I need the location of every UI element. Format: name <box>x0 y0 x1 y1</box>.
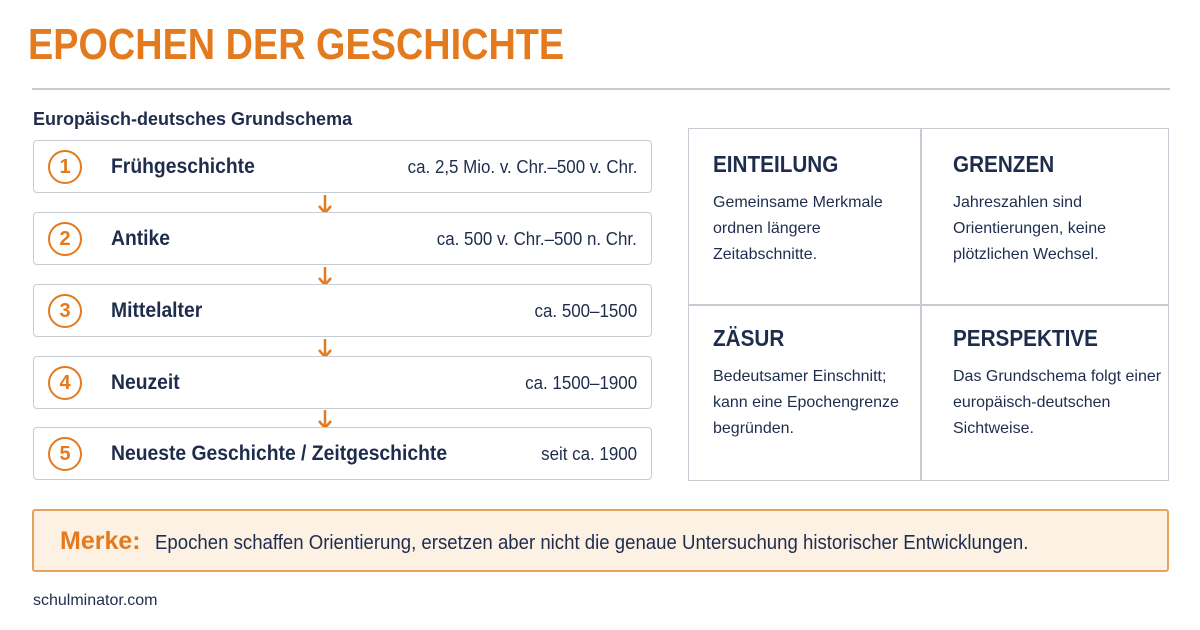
concept-cell-zaesur: ZÄSUR Bedeutsamer Einschnitt; kann eine … <box>713 325 943 442</box>
schema-subtitle: Europäisch-deutsches Grundschema <box>33 109 353 129</box>
concept-text: Das Grundschema folgt einer europäisch-d… <box>953 368 1162 437</box>
title-divider <box>32 88 1170 90</box>
epoch-date: seit ca. 1900 <box>541 444 637 464</box>
concept-cell-perspektive: PERSPEKTIVE Das Grundschema folgt einer … <box>953 325 1183 442</box>
epoch-number-badge: 1 <box>48 150 82 184</box>
concept-cell-grenzen: GRENZEN Jahreszahlen sind Orientierungen… <box>953 151 1183 268</box>
epoch-name: Neueste Geschichte / Zeitgeschichte <box>111 442 448 465</box>
epoch-name: Mittelalter <box>111 299 203 322</box>
page-title: EPOCHEN DER GESCHICHTE <box>28 20 565 69</box>
epoch-number-badge: 3 <box>48 294 82 328</box>
epoch-box-4: 4 Neuzeit ca. 1500–1900 <box>33 356 652 409</box>
source-footer: schulminator.com <box>33 592 158 609</box>
concept-grid: EINTEILUNG Gemeinsame Merkmale ordnen lä… <box>688 128 1169 481</box>
epoch-name: Antike <box>111 227 171 250</box>
note-text: Epochen schaffen Orientierung, ersetzen … <box>155 532 1029 554</box>
concept-cell-einteilung: EINTEILUNG Gemeinsame Merkmale ordnen lä… <box>713 151 943 268</box>
note-label: Merke: <box>60 527 141 555</box>
note-box: Merke: Epochen schaffen Orientierung, er… <box>32 509 1169 572</box>
epoch-number-badge: 2 <box>48 222 82 256</box>
concept-text: Gemeinsame Merkmale ordnen längere Zeita… <box>713 194 883 263</box>
epoch-date: ca. 2,5 Mio. v. Chr.–500 v. Chr. <box>407 157 637 177</box>
epoch-number-badge: 4 <box>48 366 82 400</box>
concept-heading: GRENZEN <box>953 151 1055 177</box>
concept-text: Bedeutsamer Einschnitt; kann eine Epoche… <box>713 368 899 437</box>
concept-heading: PERSPEKTIVE <box>953 325 1098 351</box>
concept-text: Jahreszahlen sind Orientierungen, keine … <box>953 194 1106 263</box>
epoch-box-1: 1 Frühgeschichte ca. 2,5 Mio. v. Chr.–50… <box>33 140 652 193</box>
epoch-date: ca. 500–1500 <box>534 301 637 321</box>
concept-heading: EINTEILUNG <box>713 151 839 177</box>
concept-heading: ZÄSUR <box>713 325 785 351</box>
epoch-date: ca. 1500–1900 <box>525 373 637 393</box>
epoch-box-5: 5 Neueste Geschichte / Zeitgeschichte se… <box>33 427 652 480</box>
epoch-box-3: 3 Mittelalter ca. 500–1500 <box>33 284 652 337</box>
epoch-box-2: 2 Antike ca. 500 v. Chr.–500 n. Chr. <box>33 212 652 265</box>
epoch-number-badge: 5 <box>48 437 82 471</box>
epoch-date: ca. 500 v. Chr.–500 n. Chr. <box>436 229 637 249</box>
epoch-name: Frühgeschichte <box>111 155 255 178</box>
grid-divider-horizontal <box>689 304 1168 306</box>
epoch-name: Neuzeit <box>111 371 180 394</box>
